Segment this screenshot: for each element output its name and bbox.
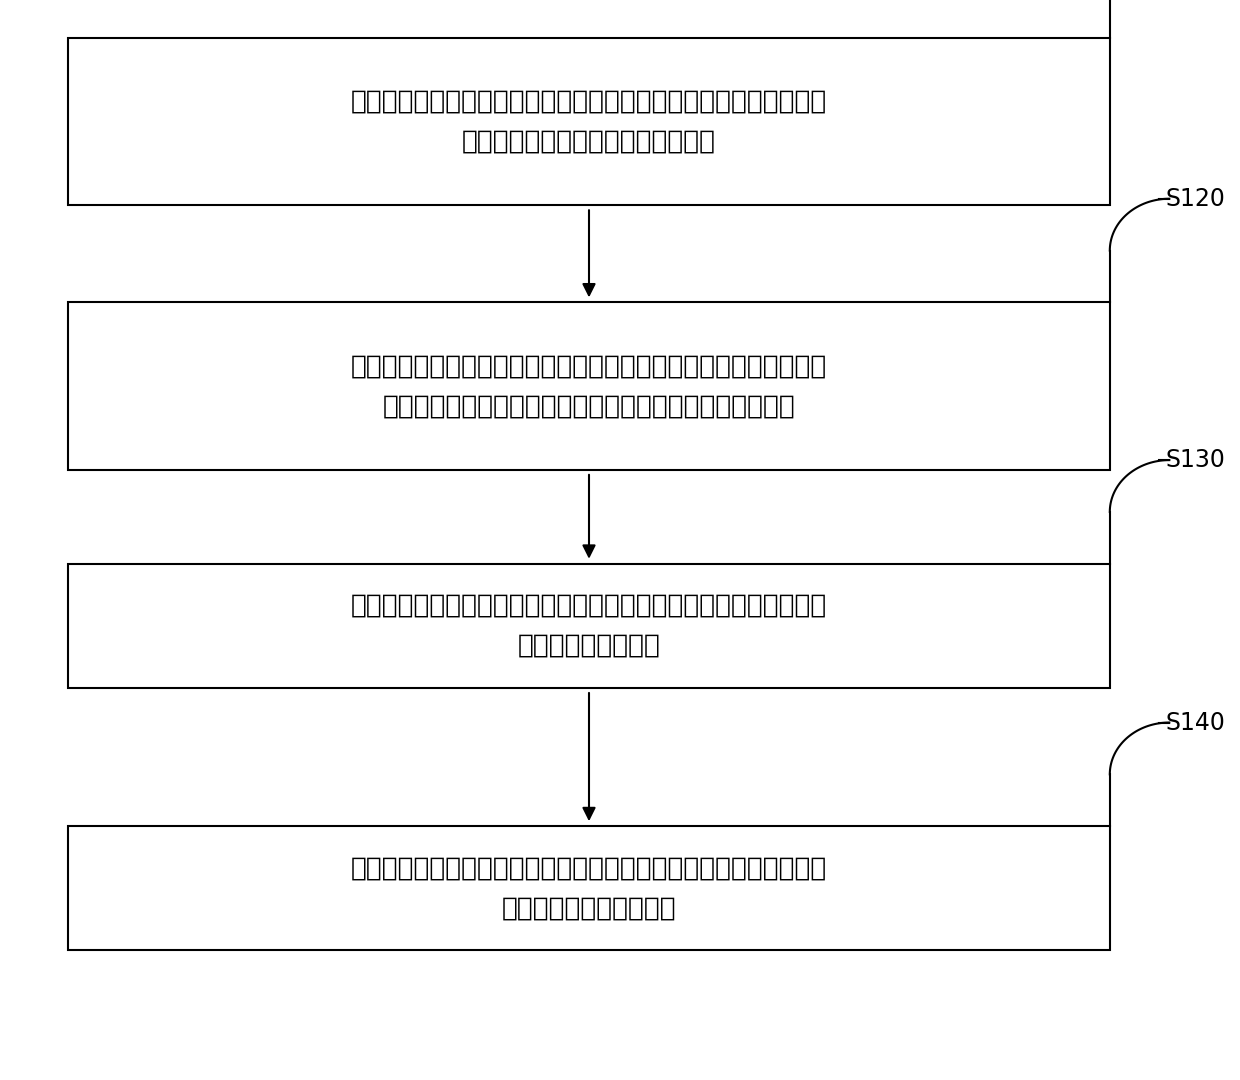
- Text: S120: S120: [1166, 187, 1225, 211]
- Text: 对旋转变压器测得的原始转子角度信号进行傅里叶变换，得到原始转
子角度信号中待补偿谐波的谐波信息: 对旋转变压器测得的原始转子角度信号进行傅里叶变换，得到原始转 子角度信号中待补偿…: [351, 89, 827, 154]
- Bar: [68, 302, 1110, 470]
- Bar: [68, 826, 1110, 950]
- Text: 利用旋转变压器测得的角速度，上一采样周期补偿后的转子角度，以
及待补偿谐波的谐波信息，计算得到待补偿谐波的实际相位: 利用旋转变压器测得的角速度，上一采样周期补偿后的转子角度，以 及待补偿谐波的谐波…: [351, 353, 827, 419]
- Text: 利用原始转子角度信号，以及各个待补偿谐波的待补偿角度之和，得
到补偿后的转子角度信号: 利用原始转子角度信号，以及各个待补偿谐波的待补偿角度之和，得 到补偿后的转子角度…: [351, 855, 827, 921]
- Text: S140: S140: [1166, 711, 1225, 734]
- Bar: [68, 564, 1110, 688]
- Text: 依据待补偿谐波的实际相位以及该待补偿谐波的幅值得到该待补偿谐
波对应的待补偿角度: 依据待补偿谐波的实际相位以及该待补偿谐波的幅值得到该待补偿谐 波对应的待补偿角度: [351, 593, 827, 659]
- Text: S130: S130: [1166, 448, 1225, 472]
- Bar: [68, 38, 1110, 205]
